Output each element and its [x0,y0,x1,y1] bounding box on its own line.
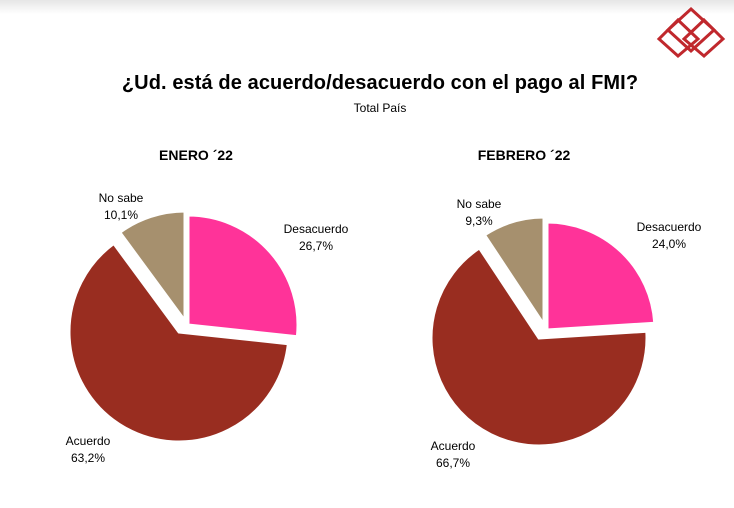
slice-value-label: 9,3% [465,214,493,228]
slice-label: Desacuerdo [637,220,702,234]
slice-label: Desacuerdo [284,222,349,236]
pie-slice-no-sabe [482,215,546,330]
page-title: ¿Ud. está de acuerdo/desacuerdo con el p… [121,72,639,94]
company-logo-icon [656,6,726,58]
header-band [0,0,734,14]
chart-title-febrero: FEBRERO ´22 [477,147,571,163]
pie-slice-desacuerdo [186,213,300,339]
slice-label: No sabe [457,197,502,211]
slice-value-label: 10,1% [104,208,138,222]
slice-value-label: 66,7% [436,456,470,470]
page-subtitle: Total País [353,101,407,115]
pie-slice-acuerdo [429,245,649,448]
slice-label: No sabe [99,191,144,205]
slice-value-label: 26,7% [299,239,333,253]
pie-slice-no-sabe [117,209,187,326]
slice-label: Acuerdo [431,439,476,453]
pie-slice-desacuerdo [545,220,657,332]
slice-value-label: 63,2% [71,451,105,465]
chart-title-enero: ENERO ´22 [159,147,233,163]
slice-label: Acuerdo [66,434,111,448]
pie-slice-acuerdo [67,241,291,444]
slice-value-label: 24,0% [652,237,686,251]
